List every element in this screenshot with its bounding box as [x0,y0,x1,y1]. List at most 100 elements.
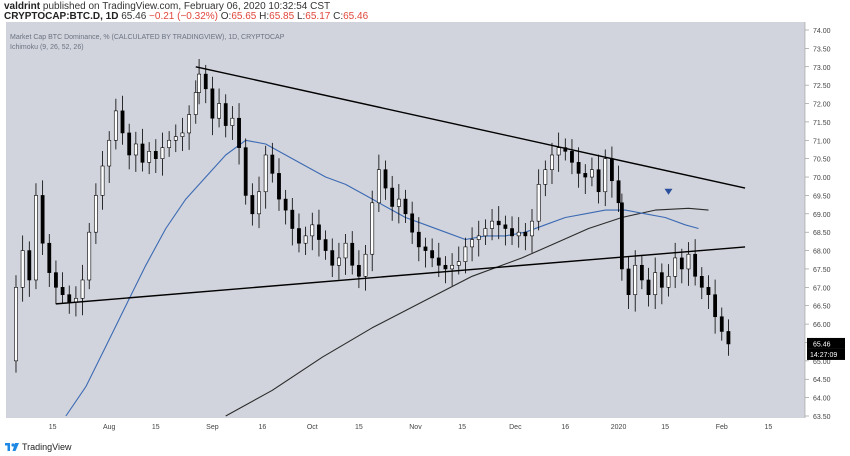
candle-body [713,294,718,318]
published-text: published on TradingView.com, February 0… [42,1,331,12]
footer: TradingView [0,438,850,456]
candle-body [317,224,321,240]
marker-triangle [664,188,673,195]
x-tick-label: 16 [561,424,569,431]
candle-body [590,169,594,178]
candle-body [343,242,348,259]
candle-body [230,117,235,126]
candle-body [277,173,281,200]
candle-body [443,264,448,270]
candle-body [556,147,561,156]
candle-body [563,147,568,152]
candle-body [610,158,614,182]
candle-body [147,151,152,163]
candle-body [34,195,38,281]
last-value: 65.46 [121,11,147,22]
candle-body [576,162,581,174]
candle-body [603,158,608,193]
candle-body [167,139,172,148]
candle-body [263,154,268,193]
author-name[interactable]: valdrint [4,1,41,12]
candle-body [187,114,192,134]
countdown-tag [807,348,845,360]
chart-area[interactable]: 74.00 73.50 73.00 72.50 72.00 71.50 71.00 70.50… [0,22,850,438]
l-label: L: [296,11,306,22]
symbol-label: CRYPTOCAP:BTC.D, 1D [4,11,119,22]
o-value: 65.65 [231,11,257,22]
candle-body [107,139,112,167]
y-tick-label: 74.00 [813,28,831,35]
y-tick-label: 73.50 [813,46,831,53]
x-tick-label: 15 [152,424,160,431]
candle-body [666,276,671,288]
candle-body [297,228,301,244]
o-label: O: [220,11,232,22]
candle-body [726,331,731,345]
candle-body [27,250,32,281]
price-chart[interactable]: 74.00 73.50 73.00 72.50 72.00 71.50 71.00 70.50… [0,22,850,438]
candle-body [197,73,201,93]
y-tick-label: 68.50 [813,230,831,237]
candle-body [80,279,85,299]
candle-body [67,294,72,303]
candle-body [243,147,248,196]
candle-body [20,250,25,288]
y-tick-label: 71.00 [813,138,831,145]
y-tick-label: 70.00 [813,175,831,182]
candle-body [510,228,514,237]
x-tick-label: Sep [206,424,219,431]
candle-body [376,169,381,204]
candle-body [140,143,145,163]
candle-body [203,73,208,90]
y-tick-label: 68.00 [813,249,831,256]
candle-body [173,136,178,141]
candle-body [463,246,468,262]
candle-body [250,195,255,215]
candle-body [523,231,528,237]
candle-body [450,264,455,270]
y-tick-label: 67.00 [813,285,831,292]
trendline [55,246,746,305]
candle-body [153,151,158,159]
x-tick-label: Nov [409,424,422,431]
candle-body [100,165,105,196]
candle-body [659,272,664,288]
l-value: 65.17 [305,11,331,22]
y-tick-label: 71.50 [813,120,831,127]
candle-body [54,272,58,288]
candle-body [350,242,355,266]
x-tick-label: 2020 [611,424,627,431]
candle-body [679,257,684,270]
candle-body [570,151,574,163]
x-tick-label: 15 [355,424,363,431]
x-tick-label: 15 [458,424,466,431]
candle-body [456,261,461,266]
legend-indicator[interactable]: Ichimoku (9, 26, 52, 26) [10,44,84,51]
candle-body [257,191,261,215]
candle-body [490,220,494,229]
candle-body [283,198,288,211]
candle-body [616,180,621,204]
candle-body [210,88,215,119]
candle-body [113,110,118,141]
candle-body [476,235,481,240]
candle-body [550,154,554,170]
chart-legend: Market Cap BTC Dominance, % (CALCULATED … [10,33,284,53]
countdown-label: 14:27:09 [810,352,837,359]
candle-body [356,264,361,277]
x-tick-label: 15 [764,424,772,431]
candle-body [673,257,678,277]
y-tick-label: 63.50 [813,414,831,421]
c-label: C: [333,11,344,22]
candle-body [536,184,541,222]
candle-body [403,198,408,215]
candle-body [193,92,198,115]
brand-name: TradingView [22,442,72,452]
y-tick-label: 69.00 [813,212,831,219]
candle-body [180,132,185,137]
candle-body [323,239,328,251]
last-price-label: 65.46 [813,341,831,348]
candle-body [127,132,132,156]
candle-body [430,250,435,259]
x-tick-label: Dec [509,424,522,431]
